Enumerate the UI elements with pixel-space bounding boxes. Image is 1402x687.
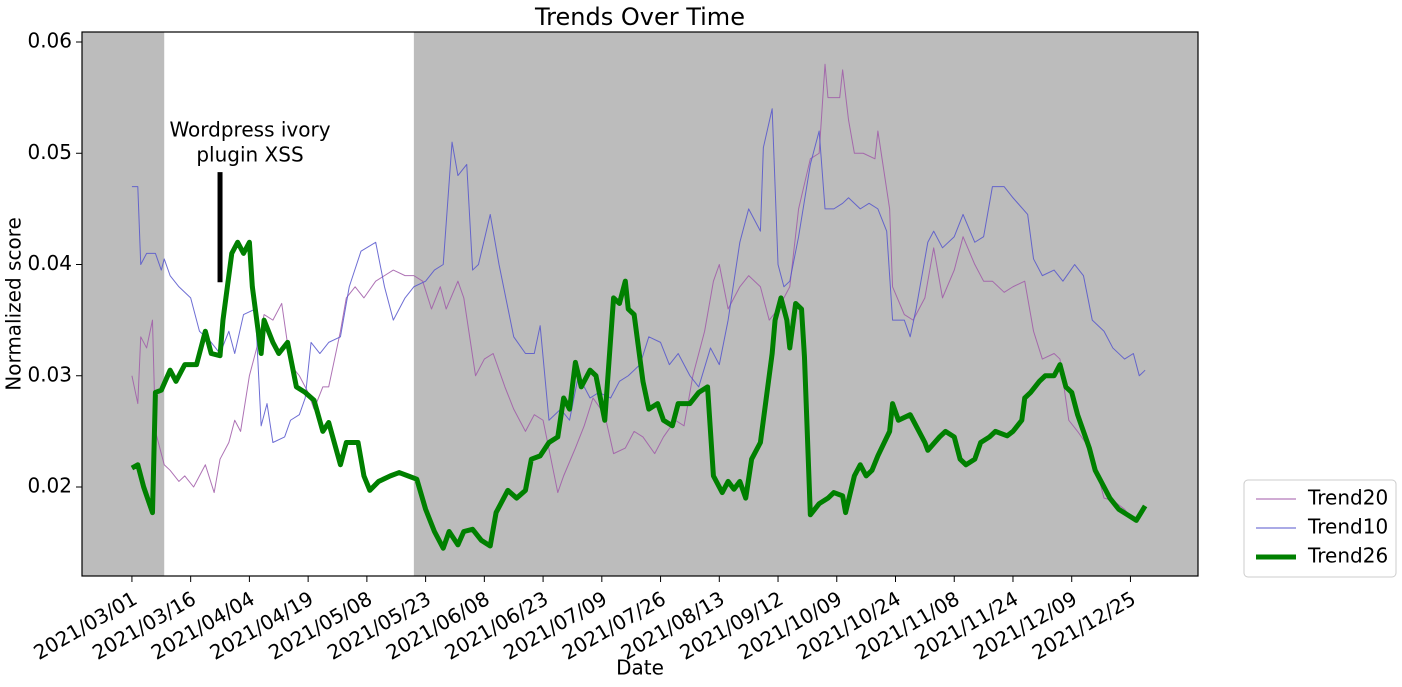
x-axis-label: Date	[616, 656, 664, 680]
legend-label: Trend10	[1307, 515, 1388, 539]
y-axis-label: Normalized score	[2, 217, 26, 391]
y-tick-label: 0.04	[27, 251, 72, 275]
annotation-text: plugin XSS	[196, 143, 303, 167]
series-line	[131, 63, 1146, 521]
y-tick-label: 0.05	[27, 140, 72, 164]
legend-label: Trend20	[1307, 486, 1388, 510]
highlight-span	[164, 32, 414, 576]
legend-box	[1243, 479, 1397, 578]
plot-lines	[130, 63, 1148, 551]
plot-frame	[81, 31, 1199, 577]
series-line	[130, 239, 1148, 551]
legend-label: Trend26	[1307, 544, 1388, 568]
y-tick-label: 0.02	[27, 474, 72, 498]
y-tick-label: 0.06	[27, 29, 72, 53]
chart-title: Trends Over Time	[534, 3, 745, 31]
annotation-text: Wordpress ivory	[169, 118, 330, 142]
series-line	[131, 108, 1146, 443]
y-tick-label: 0.03	[27, 362, 72, 386]
